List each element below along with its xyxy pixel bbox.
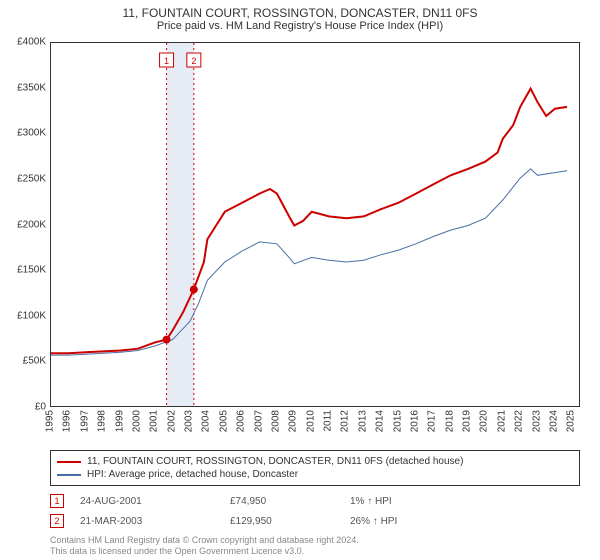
x-tick-label: 2010 xyxy=(305,410,316,432)
transaction-row: 1 24-AUG-2001 £74,950 1% ↑ HPI xyxy=(50,494,580,508)
x-tick-label: 2019 xyxy=(462,410,473,432)
y-tick-label: £150K xyxy=(2,265,46,276)
legend: 11, FOUNTAIN COURT, ROSSINGTON, DONCASTE… xyxy=(50,450,580,486)
x-tick-label: 2015 xyxy=(392,410,403,432)
y-tick-label: £300K xyxy=(2,128,46,139)
x-tick-label: 2002 xyxy=(166,410,177,432)
x-tick-label: 2005 xyxy=(218,410,229,432)
x-tick-label: 2023 xyxy=(531,410,542,432)
chart-plot-area: 12 xyxy=(50,42,580,407)
x-tick-label: 2011 xyxy=(323,410,334,432)
y-tick-label: £200K xyxy=(2,219,46,230)
transaction-marker-icon: 2 xyxy=(50,514,64,528)
x-tick-label: 2006 xyxy=(236,410,247,432)
chart-title: 11, FOUNTAIN COURT, ROSSINGTON, DONCASTE… xyxy=(0,0,600,20)
x-tick-label: 1998 xyxy=(97,410,108,432)
transaction-delta: 1% ↑ HPI xyxy=(350,496,450,507)
svg-text:1: 1 xyxy=(164,56,169,66)
footer-line: Contains HM Land Registry data © Crown c… xyxy=(50,535,359,546)
footer-attribution: Contains HM Land Registry data © Crown c… xyxy=(50,535,359,557)
x-tick-label: 2001 xyxy=(149,410,160,432)
x-tick-label: 1995 xyxy=(45,410,56,432)
x-tick-label: 2000 xyxy=(131,410,142,432)
transaction-price: £74,950 xyxy=(230,496,350,507)
x-tick-label: 2012 xyxy=(340,410,351,432)
y-tick-label: £400K xyxy=(2,37,46,48)
x-tick-label: 2022 xyxy=(514,410,525,432)
legend-label: HPI: Average price, detached house, Donc… xyxy=(87,469,298,480)
legend-label: 11, FOUNTAIN COURT, ROSSINGTON, DONCASTE… xyxy=(87,456,463,467)
x-tick-label: 2017 xyxy=(427,410,438,432)
y-tick-label: £0 xyxy=(2,402,46,413)
x-tick-label: 2007 xyxy=(253,410,264,432)
x-tick-label: 2020 xyxy=(479,410,490,432)
legend-swatch xyxy=(57,461,81,463)
x-tick-label: 2024 xyxy=(548,410,559,432)
legend-swatch xyxy=(57,474,81,476)
legend-row: 11, FOUNTAIN COURT, ROSSINGTON, DONCASTE… xyxy=(57,455,573,468)
legend-row: HPI: Average price, detached house, Donc… xyxy=(57,468,573,481)
x-tick-label: 2018 xyxy=(444,410,455,432)
chart-subtitle: Price paid vs. HM Land Registry's House … xyxy=(0,20,600,38)
x-tick-label: 2021 xyxy=(496,410,507,432)
x-tick-label: 2008 xyxy=(270,410,281,432)
transaction-marker-icon: 1 xyxy=(50,494,64,508)
x-tick-label: 2009 xyxy=(288,410,299,432)
transaction-date: 21-MAR-2003 xyxy=(80,516,230,527)
y-tick-label: £50K xyxy=(2,356,46,367)
x-tick-label: 2025 xyxy=(566,410,577,432)
chart-svg: 12 xyxy=(51,43,581,408)
x-tick-label: 2016 xyxy=(409,410,420,432)
transaction-row: 2 21-MAR-2003 £129,950 26% ↑ HPI xyxy=(50,514,580,528)
y-tick-label: £250K xyxy=(2,173,46,184)
transaction-delta: 26% ↑ HPI xyxy=(350,516,450,527)
x-tick-label: 2004 xyxy=(201,410,212,432)
y-tick-label: £350K xyxy=(2,82,46,93)
x-tick-label: 2014 xyxy=(375,410,386,432)
y-tick-label: £100K xyxy=(2,310,46,321)
x-tick-label: 2013 xyxy=(357,410,368,432)
x-tick-label: 1999 xyxy=(114,410,125,432)
x-tick-label: 1997 xyxy=(79,410,90,432)
x-tick-label: 1996 xyxy=(62,410,73,432)
svg-text:2: 2 xyxy=(191,56,196,66)
footer-line: This data is licensed under the Open Gov… xyxy=(50,546,359,557)
x-tick-label: 2003 xyxy=(184,410,195,432)
transaction-date: 24-AUG-2001 xyxy=(80,496,230,507)
transaction-price: £129,950 xyxy=(230,516,350,527)
